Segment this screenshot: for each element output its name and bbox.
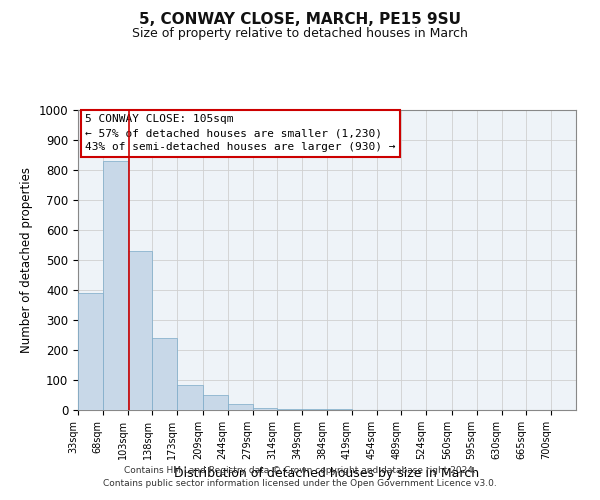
Y-axis label: Number of detached properties: Number of detached properties [20,167,33,353]
Text: 5 CONWAY CLOSE: 105sqm
← 57% of detached houses are smaller (1,230)
43% of semi-: 5 CONWAY CLOSE: 105sqm ← 57% of detached… [85,114,396,152]
Bar [103,161,128,410]
Bar [302,409,327,410]
Text: Size of property relative to detached houses in March: Size of property relative to detached ho… [132,28,468,40]
X-axis label: Distribution of detached houses by size in March: Distribution of detached houses by size … [175,468,479,480]
Bar [203,395,227,410]
Text: Contains HM Land Registry data © Crown copyright and database right 2024.
Contai: Contains HM Land Registry data © Crown c… [103,466,497,487]
Bar [277,408,302,410]
Bar [253,408,277,410]
Bar [78,293,103,410]
Text: 5, CONWAY CLOSE, MARCH, PE15 9SU: 5, CONWAY CLOSE, MARCH, PE15 9SU [139,12,461,28]
Bar [152,338,178,410]
Bar [178,384,203,410]
Bar [128,251,152,410]
Bar [227,404,253,410]
